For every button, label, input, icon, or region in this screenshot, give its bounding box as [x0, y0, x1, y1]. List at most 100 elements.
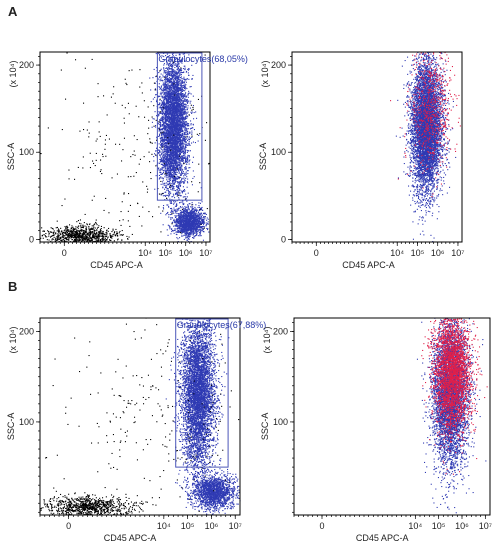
- scatter-point: [49, 240, 50, 241]
- scatter-point: [158, 79, 159, 80]
- scatter-point: [162, 114, 163, 115]
- scatter-point: [184, 104, 185, 105]
- scatter-point: [173, 220, 174, 221]
- scatter-point: [153, 160, 154, 161]
- scatter-point: [168, 122, 169, 123]
- scatter-point: [166, 149, 167, 150]
- scatter-point: [165, 86, 166, 87]
- scatter-point: [49, 233, 50, 234]
- scatter-point: [174, 202, 175, 203]
- scatter-point: [91, 238, 92, 239]
- scatter-point: [182, 101, 183, 102]
- scatter-point: [176, 192, 177, 193]
- scatter-point: [117, 239, 118, 240]
- scatter-point: [56, 227, 57, 228]
- scatter-point: [54, 230, 55, 231]
- scatter-point: [51, 227, 52, 228]
- scatter-point: [158, 153, 159, 154]
- scatter-point: [185, 84, 186, 85]
- scatter-point: [160, 174, 161, 175]
- scatter-point: [165, 134, 166, 135]
- scatter-point: [186, 142, 187, 143]
- scatter-point: [75, 235, 76, 236]
- scatter-point: [83, 240, 84, 241]
- scatter-point: [72, 227, 73, 228]
- scatter-point: [173, 130, 174, 131]
- scatter-point: [177, 238, 178, 239]
- scatter-point: [173, 64, 174, 65]
- scatter-point: [181, 142, 182, 143]
- scatter-point: [180, 193, 181, 194]
- scatter-point: [92, 235, 93, 236]
- scatter-point: [169, 195, 170, 196]
- scatter-point: [65, 227, 66, 228]
- scatter-point: [189, 156, 190, 157]
- scatter-point: [98, 241, 99, 242]
- scatter-point: [41, 227, 42, 228]
- scatter-point: [186, 174, 187, 175]
- scatter-point: [160, 145, 161, 146]
- scatter-point: [163, 123, 164, 124]
- scatter-point: [185, 112, 186, 113]
- scatter-point: [173, 79, 174, 80]
- scatter-point: [105, 238, 106, 239]
- scatter-point: [161, 143, 162, 144]
- scatter-point: [87, 224, 88, 225]
- scatter-point: [189, 155, 190, 156]
- scatter-point: [175, 86, 176, 87]
- scatter-point: [107, 230, 108, 231]
- scatter-point: [43, 230, 44, 231]
- scatter-point: [191, 131, 192, 132]
- scatter-point: [159, 159, 160, 160]
- scatter-point: [186, 172, 187, 173]
- scatter-point: [166, 131, 167, 132]
- scatter-point: [162, 168, 163, 169]
- scatter-point: [187, 79, 188, 80]
- scatter-point: [121, 225, 122, 226]
- scatter-point: [163, 76, 164, 77]
- scatter-point: [189, 167, 190, 168]
- scatter-point: [89, 234, 90, 235]
- scatter-point: [181, 76, 182, 77]
- scatter-point: [77, 230, 78, 231]
- scatter-point: [164, 96, 165, 97]
- scatter-point: [183, 204, 184, 205]
- scatter-point: [168, 147, 169, 148]
- scatter-point: [191, 113, 192, 114]
- scatter-point: [165, 68, 166, 69]
- scatter-point: [163, 180, 164, 181]
- scatter-point: [98, 227, 99, 228]
- scatter-point: [168, 146, 169, 147]
- scatter-point: [164, 189, 165, 190]
- scatter-point: [90, 238, 91, 239]
- scatter-point: [175, 144, 176, 145]
- scatter-point: [44, 234, 45, 235]
- scatter-point: [162, 184, 163, 185]
- scatter-point: [178, 168, 179, 169]
- scatter-point: [168, 85, 169, 86]
- scatter-point: [190, 101, 191, 102]
- scatter-point: [165, 76, 166, 77]
- scatter-point: [187, 150, 188, 151]
- scatter-point: [169, 199, 170, 200]
- scatter-point: [164, 138, 165, 139]
- scatter-point: [45, 236, 46, 237]
- scatter-point: [167, 149, 168, 150]
- scatter-plot-a-left: Granulocytes(68,05%) 0 10⁴ 10⁵ 10⁶ 10⁷ 0…: [6, 52, 248, 271]
- scatter-point: [189, 143, 190, 144]
- scatter-point: [159, 150, 160, 151]
- scatter-point: [158, 72, 159, 73]
- scatter-point: [176, 165, 177, 166]
- scatter-point: [88, 239, 89, 240]
- scatter-point: [87, 233, 88, 234]
- scatter-point: [159, 96, 160, 97]
- scatter-point: [160, 106, 161, 107]
- scatter-point: [181, 169, 182, 170]
- scatter-point: [184, 94, 185, 95]
- scatter-point: [177, 179, 178, 180]
- scatter-point: [171, 173, 172, 174]
- scatter-point: [58, 239, 59, 240]
- scatter-point: [167, 133, 168, 134]
- scatter-point: [96, 220, 97, 221]
- scatter-point: [174, 113, 175, 114]
